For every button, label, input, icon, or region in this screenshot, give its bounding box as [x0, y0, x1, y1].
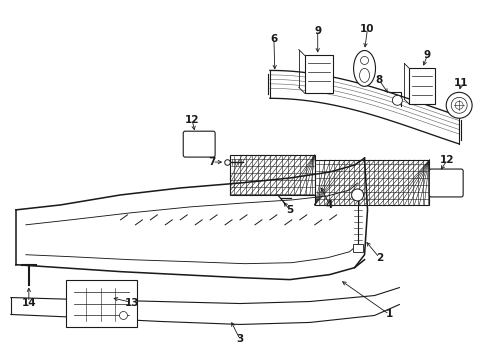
- Circle shape: [392, 95, 402, 105]
- Bar: [65, 280, 137, 328]
- Circle shape: [119, 311, 127, 319]
- Text: 12: 12: [184, 115, 199, 125]
- Text: 9: 9: [423, 50, 430, 60]
- FancyBboxPatch shape: [183, 131, 215, 157]
- Text: 10: 10: [360, 24, 374, 33]
- Text: 5: 5: [285, 205, 293, 215]
- Ellipse shape: [360, 57, 368, 64]
- Bar: [229, 155, 314, 195]
- Bar: [304, 55, 332, 93]
- Text: 2: 2: [375, 253, 382, 263]
- Bar: [314, 160, 428, 205]
- Circle shape: [446, 92, 471, 118]
- Text: 3: 3: [236, 334, 243, 345]
- Bar: [408, 68, 434, 104]
- Bar: [352, 244, 362, 252]
- Circle shape: [450, 97, 466, 113]
- FancyBboxPatch shape: [428, 169, 462, 197]
- Text: 1: 1: [385, 310, 392, 319]
- Text: 8: 8: [375, 75, 382, 85]
- Text: 4: 4: [325, 200, 333, 210]
- Text: 9: 9: [313, 26, 321, 36]
- Text: 13: 13: [125, 297, 140, 307]
- Circle shape: [454, 101, 462, 109]
- Text: 7: 7: [208, 157, 215, 167]
- Ellipse shape: [353, 50, 375, 86]
- Text: 12: 12: [439, 155, 453, 165]
- Text: 6: 6: [270, 33, 277, 44]
- Ellipse shape: [359, 68, 369, 82]
- Circle shape: [351, 189, 363, 201]
- Text: 11: 11: [453, 78, 468, 88]
- Text: 14: 14: [21, 297, 36, 307]
